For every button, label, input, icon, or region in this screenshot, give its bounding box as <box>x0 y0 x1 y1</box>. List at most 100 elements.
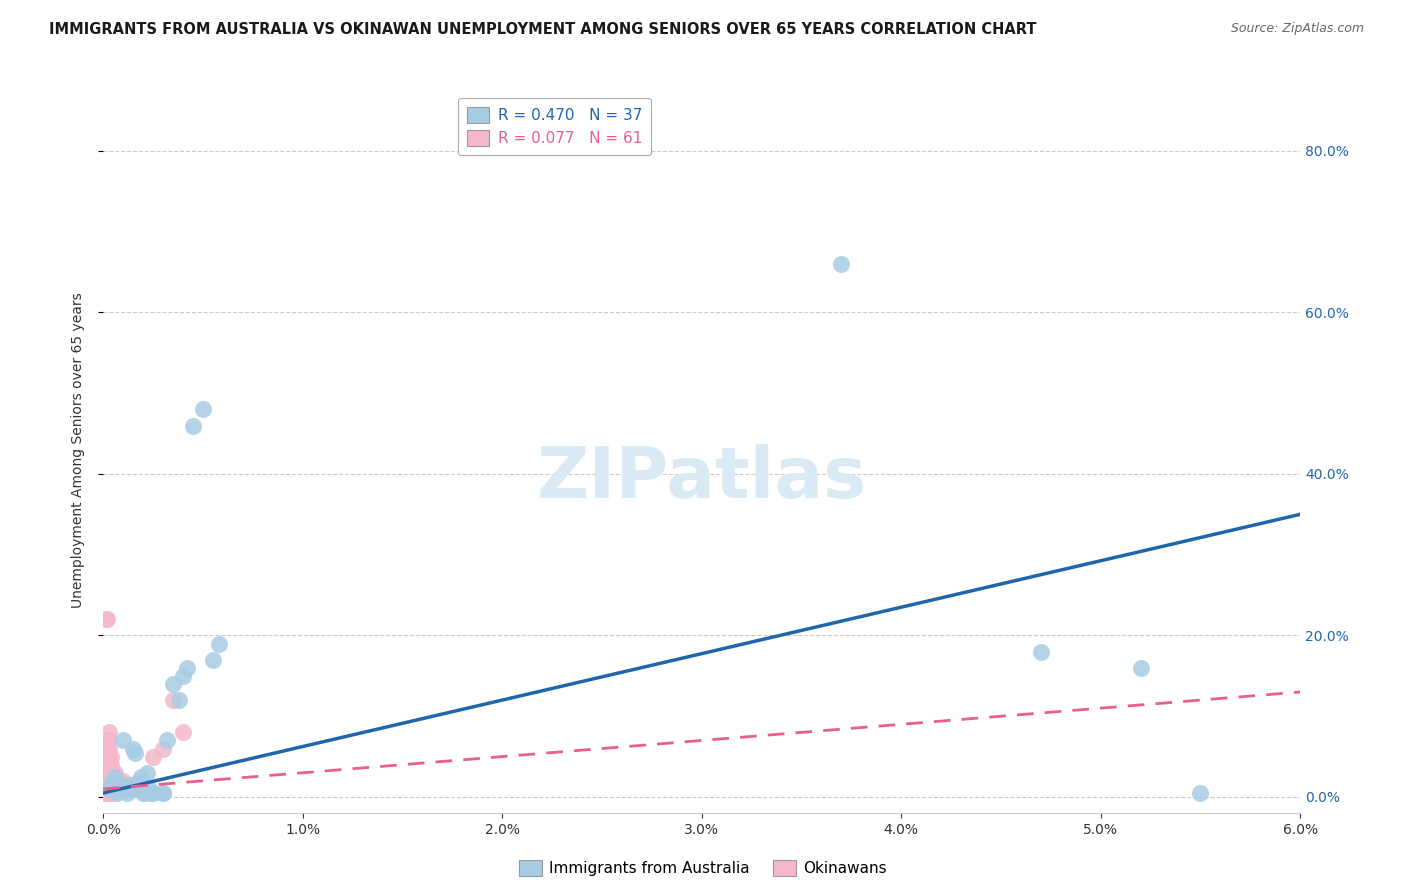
Point <box>98 770 121 784</box>
Point <box>830 257 852 271</box>
Point <box>98 749 121 764</box>
Point <box>172 669 194 683</box>
Point <box>112 773 135 788</box>
Point <box>96 749 118 764</box>
Point <box>98 765 121 780</box>
Point <box>96 786 118 800</box>
Point <box>128 773 150 788</box>
Point <box>105 781 128 796</box>
Y-axis label: Unemployment Among Seniors over 65 years: Unemployment Among Seniors over 65 years <box>72 292 86 607</box>
Point <box>129 770 152 784</box>
Point <box>118 781 141 796</box>
Point <box>94 773 117 788</box>
Point <box>122 741 145 756</box>
Point <box>96 612 118 626</box>
Point <box>100 757 122 772</box>
Point <box>108 773 131 788</box>
Point <box>134 786 156 800</box>
Point <box>94 778 117 792</box>
Point <box>104 770 127 784</box>
Point <box>98 741 121 756</box>
Point <box>156 733 179 747</box>
Point <box>138 781 160 796</box>
Point <box>96 757 118 772</box>
Point <box>96 786 118 800</box>
Point <box>1189 786 1212 800</box>
Point <box>136 765 159 780</box>
Point <box>100 781 122 796</box>
Point <box>181 418 204 433</box>
Point <box>124 778 146 792</box>
Point <box>98 781 121 796</box>
Point <box>100 778 122 792</box>
Point <box>142 786 165 800</box>
Text: Source: ZipAtlas.com: Source: ZipAtlas.com <box>1230 22 1364 36</box>
Point <box>100 765 122 780</box>
Point <box>208 636 231 650</box>
Point <box>103 765 125 780</box>
Point <box>132 786 155 800</box>
Point <box>127 781 149 796</box>
Point <box>105 773 128 788</box>
Point <box>96 773 118 788</box>
Point <box>103 773 125 788</box>
Point <box>94 741 117 756</box>
Point <box>100 773 122 788</box>
Point <box>112 778 135 792</box>
Point <box>103 786 125 800</box>
Point <box>104 765 127 780</box>
Point <box>167 693 190 707</box>
Point <box>98 757 121 772</box>
Point <box>162 677 184 691</box>
Point <box>96 765 118 780</box>
Point <box>103 781 125 796</box>
Point <box>96 733 118 747</box>
Point <box>176 661 198 675</box>
Point <box>115 781 138 796</box>
Point <box>100 786 122 800</box>
Point <box>94 765 117 780</box>
Point <box>98 778 121 792</box>
Legend: R = 0.470   N = 37, R = 0.077   N = 61: R = 0.470 N = 37, R = 0.077 N = 61 <box>458 97 651 155</box>
Point <box>142 749 165 764</box>
Point <box>191 402 214 417</box>
Point <box>1129 661 1152 675</box>
Point <box>98 725 121 739</box>
Point <box>100 749 122 764</box>
Text: IMMIGRANTS FROM AUSTRALIA VS OKINAWAN UNEMPLOYMENT AMONG SENIORS OVER 65 YEARS C: IMMIGRANTS FROM AUSTRALIA VS OKINAWAN UN… <box>49 22 1036 37</box>
Point <box>152 786 174 800</box>
Point <box>104 781 127 796</box>
Point <box>172 725 194 739</box>
Point <box>124 746 146 760</box>
Point <box>108 781 131 796</box>
Point <box>103 773 125 788</box>
Point <box>152 786 174 800</box>
Point <box>94 749 117 764</box>
Point <box>98 773 121 788</box>
Point <box>94 786 117 800</box>
Point <box>112 733 135 747</box>
Point <box>96 770 118 784</box>
Point <box>96 781 118 796</box>
Point <box>108 781 131 796</box>
Point <box>152 741 174 756</box>
Point <box>94 757 117 772</box>
Legend: Immigrants from Australia, Okinawans: Immigrants from Australia, Okinawans <box>513 854 893 882</box>
Point <box>100 778 122 792</box>
Point <box>162 693 184 707</box>
Point <box>141 786 163 800</box>
Point <box>120 778 142 792</box>
Point <box>93 781 115 796</box>
Point <box>98 786 121 800</box>
Point <box>104 773 127 788</box>
Point <box>120 781 142 796</box>
Text: ZIPatlas: ZIPatlas <box>537 444 866 513</box>
Point <box>94 781 117 796</box>
Point <box>98 733 121 747</box>
Point <box>96 778 118 792</box>
Point <box>115 786 138 800</box>
Point <box>96 612 118 626</box>
Point <box>132 781 155 796</box>
Point <box>201 653 224 667</box>
Point <box>105 786 128 800</box>
